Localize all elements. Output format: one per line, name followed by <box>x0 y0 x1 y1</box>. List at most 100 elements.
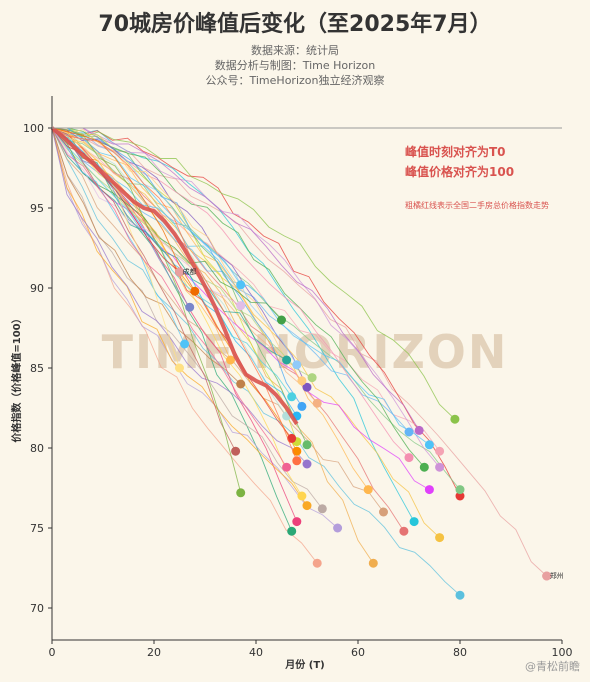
y-tick-label: 85 <box>30 362 44 375</box>
city-series-line <box>51 127 461 596</box>
city-endpoint-dot <box>292 360 302 370</box>
city-endpoint-dot <box>312 398 322 408</box>
city-label: 郑州 <box>550 572 564 580</box>
y-tick-label: 75 <box>30 522 44 535</box>
city-series-line <box>51 127 242 493</box>
x-tick-label: 100 <box>552 646 573 659</box>
city-series-line <box>52 127 548 577</box>
city-endpoint-dot <box>292 446 302 456</box>
y-tick-label: 70 <box>30 602 44 615</box>
city-series-line <box>52 127 425 468</box>
city-series-line <box>51 127 196 292</box>
chart-title: 70城房价峰值后变化（至2025年7月） <box>98 12 492 37</box>
city-endpoint-dot <box>226 355 235 365</box>
y-axis-label: 价格指数（价格峰值=100） <box>10 313 23 442</box>
city-endpoint-dot <box>175 363 184 373</box>
city-series-line <box>51 127 242 385</box>
city-endpoint-dot <box>297 401 307 411</box>
city-series-line <box>51 127 461 497</box>
city-series-line <box>52 127 420 431</box>
labeled-city-dot <box>542 571 552 581</box>
city-endpoint-dot <box>307 373 317 383</box>
city-series-line <box>51 127 282 321</box>
city-endpoint-dot <box>404 453 414 463</box>
annotation-line2: 峰值价格对齐为100 <box>405 164 514 179</box>
city-endpoint-dot <box>424 485 434 495</box>
national-index-line <box>50 126 299 426</box>
city-endpoint-dot <box>180 339 190 349</box>
y-tick-label: 95 <box>30 202 44 215</box>
city-series-line <box>51 127 374 564</box>
city-endpoint-dot <box>236 379 246 389</box>
city-endpoint-dot <box>404 427 414 437</box>
city-endpoint-dot <box>277 315 286 325</box>
city-endpoint-dot <box>292 517 302 527</box>
annotation-line1: 峰值时刻对齐为T0 <box>405 144 506 159</box>
city-endpoint-dot <box>282 462 292 472</box>
watermark: TIME HORIZON <box>102 325 509 379</box>
city-endpoint-dot <box>399 526 409 536</box>
city-series-line <box>51 127 338 529</box>
y-tick-label: 80 <box>30 442 44 455</box>
city-endpoint-dot <box>236 280 246 290</box>
city-endpoint-dot <box>333 523 343 533</box>
axes-layer: 70 75 80 85 90 95 100 0 20 40 60 80 100 <box>23 96 573 659</box>
city-endpoint-dot <box>455 491 465 501</box>
city-endpoint-dot <box>363 485 373 495</box>
city-series-line <box>51 127 308 465</box>
city-endpoint-dot <box>302 382 312 392</box>
series-layer: 郑州 成都 <box>50 126 564 600</box>
city-endpoint-dot <box>302 501 312 511</box>
city-series-line <box>51 127 293 439</box>
source-text: 数据来源：统计局 <box>251 44 339 57</box>
x-tick-label: 80 <box>453 646 467 659</box>
city-series-line <box>51 127 298 366</box>
city-endpoint-dot <box>287 526 297 536</box>
credit-watermark: @青松前瞻 <box>525 660 580 673</box>
city-endpoint-dot <box>409 517 419 527</box>
city-endpoint-dot <box>185 302 195 312</box>
city-series-line <box>51 127 303 382</box>
city-endpoint-dot <box>236 488 246 498</box>
city-endpoint-dot <box>379 507 388 517</box>
city-series-line <box>51 127 384 513</box>
city-series-line <box>51 127 430 490</box>
city-endpoint-dot <box>287 433 297 443</box>
city-series-line <box>51 127 298 461</box>
x-tick-label: 60 <box>351 646 365 659</box>
city-endpoint-dot <box>414 425 424 435</box>
city-series-line <box>51 127 456 420</box>
city-endpoint-dot <box>297 491 307 501</box>
labeled-city-dot <box>175 267 184 277</box>
city-endpoint-dot <box>190 286 200 296</box>
city-endpoint-dot <box>450 414 460 424</box>
x-tick-label: 20 <box>147 646 161 659</box>
city-endpoint-dot <box>435 446 445 456</box>
y-tick-label: 90 <box>30 282 44 295</box>
city-series-line <box>51 127 440 538</box>
city-series-line <box>52 127 440 468</box>
city-series-line <box>51 127 231 361</box>
city-endpoint-dot <box>236 301 246 311</box>
annotation-note: 粗橘红线表示全国二手房总价格指数走势 <box>405 200 549 210</box>
city-endpoint-dot <box>287 392 297 402</box>
city-series-line <box>51 127 236 452</box>
x-tick-label: 0 <box>49 646 56 659</box>
city-series-line <box>51 127 313 378</box>
city-series-line <box>51 127 241 306</box>
analysis-text: 数据分析与制图：Time Horizon <box>214 59 376 72</box>
city-endpoint-dot <box>368 558 378 568</box>
city-series-line <box>51 127 287 361</box>
city-endpoint-dot <box>312 558 322 568</box>
city-label: 成都 <box>183 267 197 276</box>
y-tick-label: 100 <box>23 122 44 135</box>
city-series-line <box>51 127 440 452</box>
city-endpoint-dot <box>424 440 434 450</box>
city-endpoint-dot <box>435 533 445 543</box>
city-endpoint-dot <box>302 459 312 469</box>
x-axis-label: 月份 (T) <box>284 658 324 671</box>
city-endpoint-dot <box>282 355 292 365</box>
city-endpoint-dot <box>435 462 445 472</box>
city-series-line <box>51 127 287 468</box>
